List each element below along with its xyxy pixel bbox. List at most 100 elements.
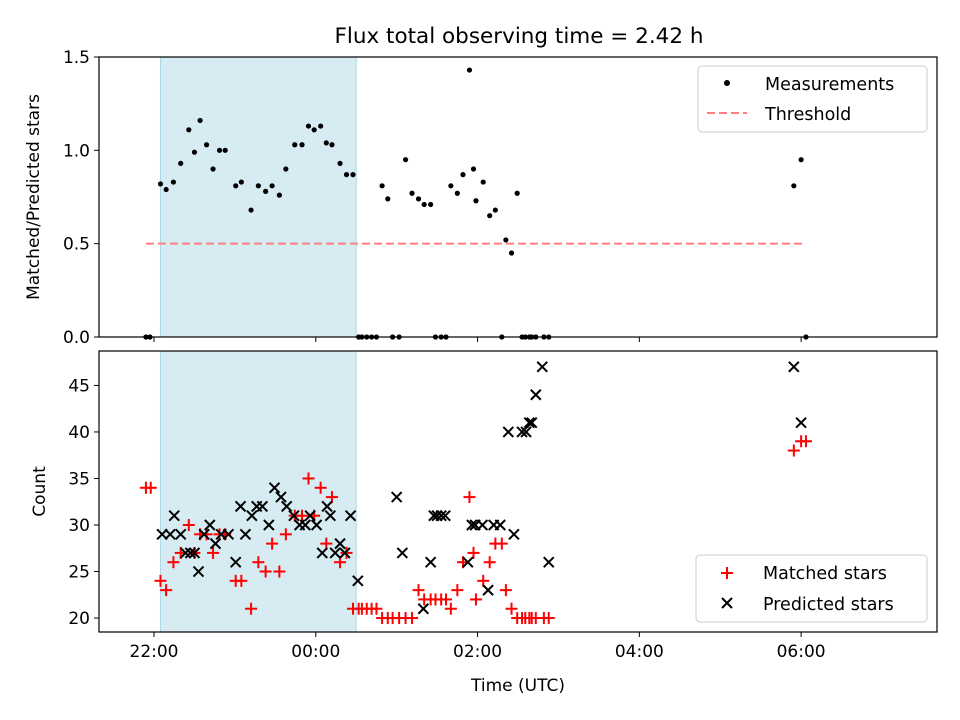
measurement-point xyxy=(508,250,515,256)
measurement-point xyxy=(191,149,198,155)
matched-star-point xyxy=(325,491,338,504)
predicted-star-point xyxy=(352,575,364,587)
matched-star-point xyxy=(279,528,292,541)
matched-star-point xyxy=(495,537,508,550)
legend-matched-marker xyxy=(721,567,733,579)
matched-star-point xyxy=(499,584,512,597)
matched-star-point xyxy=(444,602,457,615)
predicted-star-point xyxy=(304,509,316,522)
predicted-star-point xyxy=(795,416,807,429)
predicted-star-point xyxy=(239,528,252,541)
measurement-point xyxy=(409,190,415,196)
count-axis-label: Count xyxy=(30,466,50,517)
legend-measurements-label: Measurements xyxy=(765,75,894,95)
predicted-star-point xyxy=(435,509,447,522)
observing-window-shade xyxy=(159,56,357,338)
matched-star-point xyxy=(182,518,195,531)
predicted-star-point xyxy=(530,389,542,401)
matched-star-point xyxy=(167,556,180,569)
predicted-star-point xyxy=(334,537,346,550)
top-axes-frame xyxy=(98,56,938,338)
predicted-star-point xyxy=(516,426,528,438)
time-axis-label: Time (UTC) xyxy=(470,676,565,696)
predicted-star-point xyxy=(482,584,494,596)
matched-star-point xyxy=(245,602,258,615)
predicted-star-point xyxy=(263,519,275,531)
measurement-point xyxy=(460,172,466,178)
predicted-star-point xyxy=(390,491,403,503)
matched-star-point xyxy=(799,435,812,448)
measurement-point xyxy=(216,147,223,153)
matched-star-point xyxy=(273,565,286,578)
measurement-point xyxy=(197,117,203,124)
measurement-point xyxy=(791,183,797,189)
predicted-star-point xyxy=(288,509,300,522)
matched-star-point xyxy=(207,546,220,559)
matched-star-point xyxy=(144,481,157,494)
y-tick-label: 45 xyxy=(68,376,90,396)
measurement-point xyxy=(283,166,289,172)
measurement-point xyxy=(421,201,427,208)
predicted-star-point xyxy=(462,556,474,568)
measurement-point xyxy=(178,160,184,166)
predicted-star-point xyxy=(168,509,180,522)
x-tick-label: 00:00 xyxy=(291,642,340,662)
y-tick-label: 30 xyxy=(68,516,90,536)
matched-star-point xyxy=(296,509,309,522)
predicted-star-point xyxy=(476,519,489,531)
predicted-star-point xyxy=(209,537,222,550)
y-tick-label: 1.0 xyxy=(63,141,90,161)
predicted-star-point xyxy=(268,482,281,494)
matched-star-point xyxy=(469,593,482,606)
matched-star-point xyxy=(340,546,353,559)
predicted-star-point xyxy=(275,491,287,503)
measurement-point xyxy=(248,207,254,213)
measurement-point xyxy=(466,67,473,73)
bottom-legend: Matched stars Predicted stars xyxy=(695,554,928,623)
y-tick-label: 0.5 xyxy=(63,235,90,255)
legend-measurements-marker xyxy=(724,80,730,86)
predicted-star-point xyxy=(329,547,341,559)
predicted-star-point xyxy=(344,509,357,522)
predicted-star-point xyxy=(299,519,311,531)
predicted-star-point xyxy=(396,547,409,559)
legend-predicted-marker xyxy=(721,597,733,609)
matched-star-point xyxy=(259,565,272,578)
predicted-star-point xyxy=(184,547,197,559)
count-plot-area xyxy=(139,361,812,625)
predicted-star-point xyxy=(508,528,520,541)
predicted-star-point xyxy=(520,426,532,438)
measurement-point xyxy=(170,179,177,185)
predicted-star-point xyxy=(256,500,269,513)
matched-star-point xyxy=(505,602,518,615)
predicted-star-point xyxy=(234,500,247,513)
predicted-star-point xyxy=(439,509,451,522)
matched-star-point xyxy=(314,481,327,494)
predicted-star-point xyxy=(164,528,176,541)
predicted-star-point xyxy=(310,519,323,531)
matched-star-point xyxy=(542,612,555,625)
measurement-point xyxy=(292,142,298,148)
matched-star-point xyxy=(440,593,453,606)
measurement-point xyxy=(186,127,192,133)
matched-star-point xyxy=(252,556,265,569)
y-tick-label: 1.5 xyxy=(63,48,90,68)
measurement-point xyxy=(454,190,460,196)
y-tick-label: 40 xyxy=(68,423,90,443)
matched-star-point xyxy=(302,472,315,485)
measurement-point xyxy=(203,142,210,148)
predicted-star-point xyxy=(188,547,201,559)
observing-window-shade xyxy=(159,350,357,633)
matched-star-point xyxy=(477,574,490,587)
measurement-point xyxy=(299,142,305,148)
predicted-star-point xyxy=(198,528,210,541)
measurement-point xyxy=(385,196,391,202)
predicted-star-point xyxy=(424,556,437,568)
predicted-star-point xyxy=(324,509,337,522)
matched-star-point xyxy=(463,491,476,504)
x-tick-label: 22:00 xyxy=(130,642,179,662)
bottom-axes-frame xyxy=(98,350,938,633)
matched-star-point xyxy=(483,556,496,569)
matched-star-point xyxy=(787,444,800,457)
legend-matched-label: Matched stars xyxy=(763,564,887,584)
